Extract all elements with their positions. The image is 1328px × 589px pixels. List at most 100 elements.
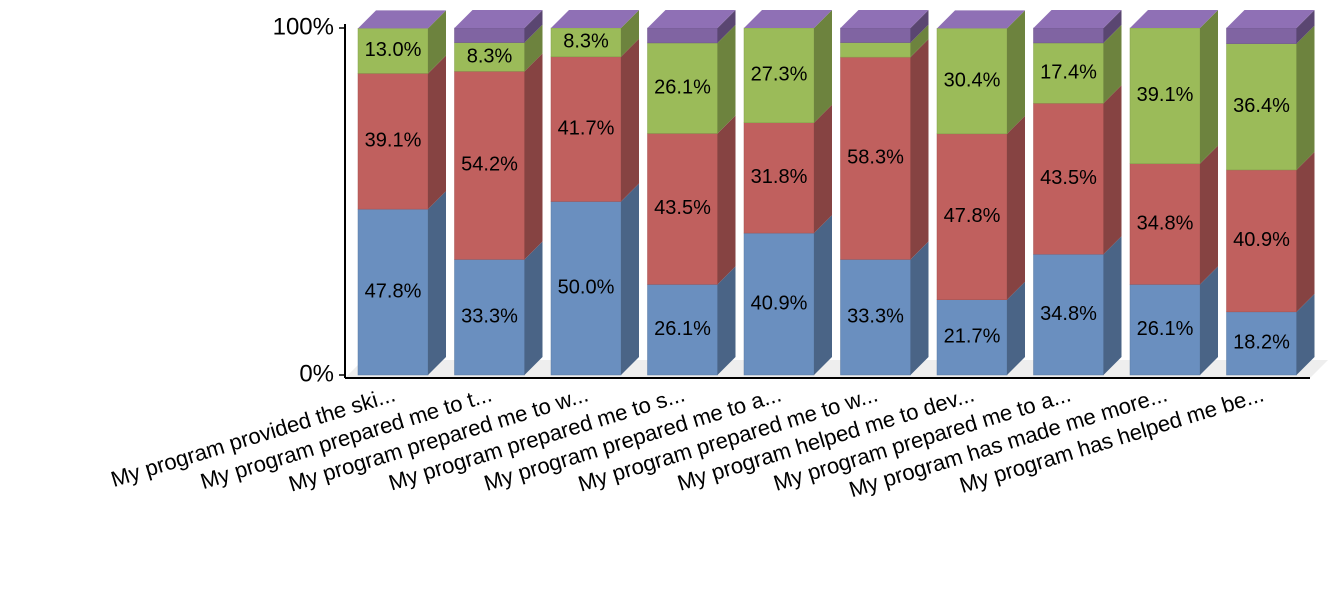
bar-segment — [840, 56, 911, 260]
bar-segment — [743, 122, 815, 234]
bar-segment — [647, 284, 718, 376]
bar-top — [358, 10, 446, 29]
bar-side — [1200, 10, 1218, 164]
value-label: 41.7% — [558, 117, 615, 139]
bar-segment — [647, 27, 718, 44]
value-label: 39.1% — [365, 130, 422, 152]
bar-segment — [1033, 42, 1104, 104]
bar-segment — [936, 133, 1008, 300]
bar-side — [428, 191, 446, 375]
value-label: 39.1% — [1137, 84, 1194, 106]
bar-side — [910, 24, 929, 58]
bar-segment — [1129, 163, 1201, 285]
value-label: 36.4% — [1233, 95, 1290, 117]
value-label: 31.8% — [751, 166, 808, 188]
bar-side — [814, 215, 832, 375]
bar-side — [814, 10, 832, 123]
value-label: 33.3% — [461, 306, 518, 328]
value-label: 58.3% — [847, 147, 904, 169]
bar-segment — [550, 56, 622, 202]
bar-side — [1007, 281, 1025, 375]
value-label: 40.9% — [751, 292, 808, 314]
bar-segment — [1033, 27, 1104, 44]
bar-side — [1103, 85, 1122, 255]
value-label: 54.2% — [461, 154, 518, 176]
value-label: 8.3% — [563, 31, 609, 53]
bar-side — [1296, 151, 1315, 312]
bar-side — [1103, 24, 1122, 104]
bar-side — [524, 53, 543, 260]
value-label: 43.5% — [654, 197, 711, 219]
value-label: 43.5% — [1040, 167, 1097, 189]
value-label: 34.8% — [1137, 212, 1194, 234]
bar-side — [1200, 145, 1218, 285]
bar-side — [910, 10, 929, 43]
bar-side — [1296, 293, 1315, 375]
bar-segment — [550, 27, 622, 58]
bar-segment — [743, 27, 815, 123]
bar-top — [1033, 10, 1122, 28]
bar-top — [551, 10, 639, 28]
bar-segment — [647, 42, 718, 134]
bar-side — [910, 39, 929, 260]
value-label: 40.9% — [1233, 229, 1290, 251]
bar-segment — [936, 299, 1008, 376]
bar-segment — [840, 42, 911, 58]
bar-segment — [357, 208, 429, 376]
bar-side — [1007, 115, 1025, 300]
bar-segment — [454, 27, 525, 43]
bar-side — [621, 183, 639, 375]
bar-segment — [1226, 311, 1297, 376]
bar-top — [454, 10, 543, 28]
value-label: 18.2% — [1233, 332, 1290, 354]
bar-side — [1296, 10, 1315, 44]
bar-segment — [743, 232, 815, 376]
value-label: 34.8% — [1040, 303, 1097, 325]
value-label: 33.3% — [847, 306, 904, 328]
bar-top — [1226, 10, 1315, 28]
bar-side — [1296, 25, 1315, 170]
bar-segment — [454, 71, 525, 260]
bar-side — [524, 241, 543, 375]
value-label: 30.4% — [944, 69, 1001, 91]
bar-segment — [647, 133, 718, 285]
bar-side — [524, 24, 543, 72]
bar-segment — [550, 201, 622, 376]
bar-segment — [1226, 27, 1297, 44]
bar-segment — [454, 42, 525, 72]
bar-side — [717, 24, 736, 134]
bar-side — [1007, 10, 1025, 134]
bar-top — [840, 10, 929, 28]
bar-segment — [1129, 27, 1201, 164]
value-label: 47.8% — [365, 280, 422, 302]
y-tick-label: 0% — [299, 360, 334, 387]
bar-side — [1103, 10, 1122, 43]
value-label: 8.3% — [467, 45, 513, 67]
value-label: 26.1% — [1137, 318, 1194, 340]
bar-side — [910, 241, 929, 375]
y-tick-label: 100% — [273, 13, 334, 40]
bar-side — [1200, 266, 1218, 375]
value-label: 47.8% — [944, 205, 1001, 227]
bar-side — [428, 55, 446, 210]
bar-segment — [357, 28, 429, 74]
bar-side — [717, 115, 736, 285]
bar-side — [717, 10, 736, 43]
bar-side — [524, 10, 543, 43]
bar-side — [814, 104, 832, 234]
value-label: 17.4% — [1040, 61, 1097, 83]
bar-segment — [1226, 169, 1297, 313]
bar-side — [621, 10, 639, 57]
bar-side — [1103, 236, 1122, 375]
bar-segment — [840, 27, 911, 43]
value-label: 26.1% — [654, 318, 711, 340]
value-label: 13.0% — [365, 39, 422, 61]
bar-top — [1130, 10, 1218, 28]
value-label: 50.0% — [558, 277, 615, 299]
value-label: 26.1% — [654, 76, 711, 98]
bar-top — [647, 10, 736, 28]
bar-side — [428, 10, 446, 74]
bar-top — [937, 10, 1025, 29]
value-label: 27.3% — [751, 64, 808, 86]
